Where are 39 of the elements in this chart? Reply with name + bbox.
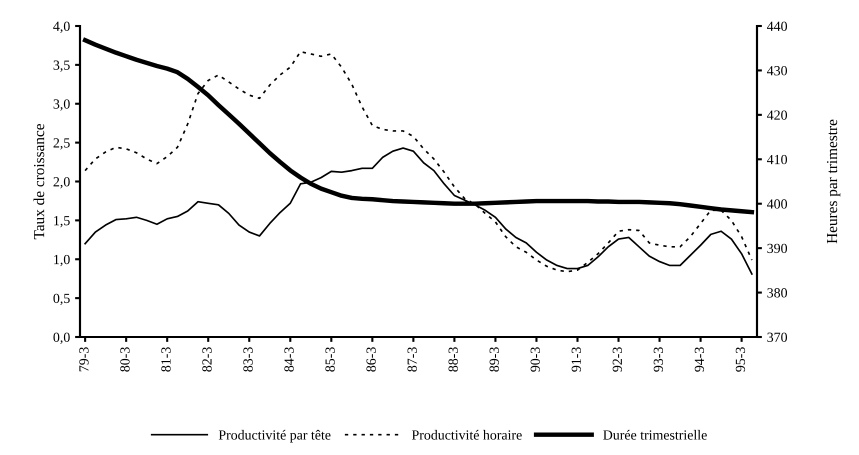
x-tick-label: 85-3: [325, 347, 335, 372]
y2-tick-label: 420: [766, 110, 788, 120]
x-tick-label: 93-3: [654, 347, 664, 372]
y-tick-label: 0,0: [53, 332, 70, 344]
y-tick-label: 2,0: [54, 177, 70, 188]
y-tick-label: 0,5: [53, 294, 70, 306]
y2-tick-label: 410: [766, 154, 788, 164]
y2-tick-label: 390: [767, 244, 788, 254]
y2-tick-label: 370: [767, 332, 788, 342]
y2-tick-label: 440: [766, 22, 788, 31]
y-tick-label: 4,0: [53, 22, 70, 33]
y2-tick-label: 380: [767, 288, 788, 298]
y-tick-label: 1,5: [54, 216, 70, 228]
x-tick-label: 82-3: [202, 347, 212, 372]
x-tick-label: 87-3: [407, 347, 417, 372]
y-tick-label: 3,0: [54, 99, 70, 111]
x-tick-label: 83-3: [243, 347, 253, 372]
x-tick-label: 91-3: [572, 347, 581, 372]
y2-axis-title: Heures par trimestre: [826, 120, 840, 244]
legend-label: Durée trimestrielle: [603, 430, 707, 440]
x-tick-label: 84-3: [284, 347, 294, 372]
y2-tick-label: 430: [766, 66, 788, 76]
x-tick-label: 80-3: [120, 347, 130, 372]
y-axis-title: Taux de croissance: [34, 124, 44, 240]
y-tick-label: 1,0: [54, 254, 70, 266]
x-tick-label: 81-3: [161, 347, 171, 372]
x-tick-label: 95-3: [736, 347, 746, 372]
x-tick-label: 79-3: [79, 347, 89, 372]
y2-tick-label: 400: [766, 199, 788, 209]
x-tick-label: 92-3: [612, 347, 622, 372]
legend-label: Productivité horaire: [412, 430, 522, 440]
x-tick-label: 88-3: [448, 347, 458, 372]
x-tick-label: 86-3: [366, 347, 376, 372]
x-tick-label: 89-3: [490, 347, 499, 372]
x-tick-label: 94-3: [694, 347, 704, 372]
x-tick-label: 90-3: [530, 347, 540, 372]
y-tick-label: 3,5: [54, 60, 70, 72]
y-tick-label: 2,5: [54, 138, 70, 150]
legend-label: Productivité par tête: [218, 430, 331, 442]
